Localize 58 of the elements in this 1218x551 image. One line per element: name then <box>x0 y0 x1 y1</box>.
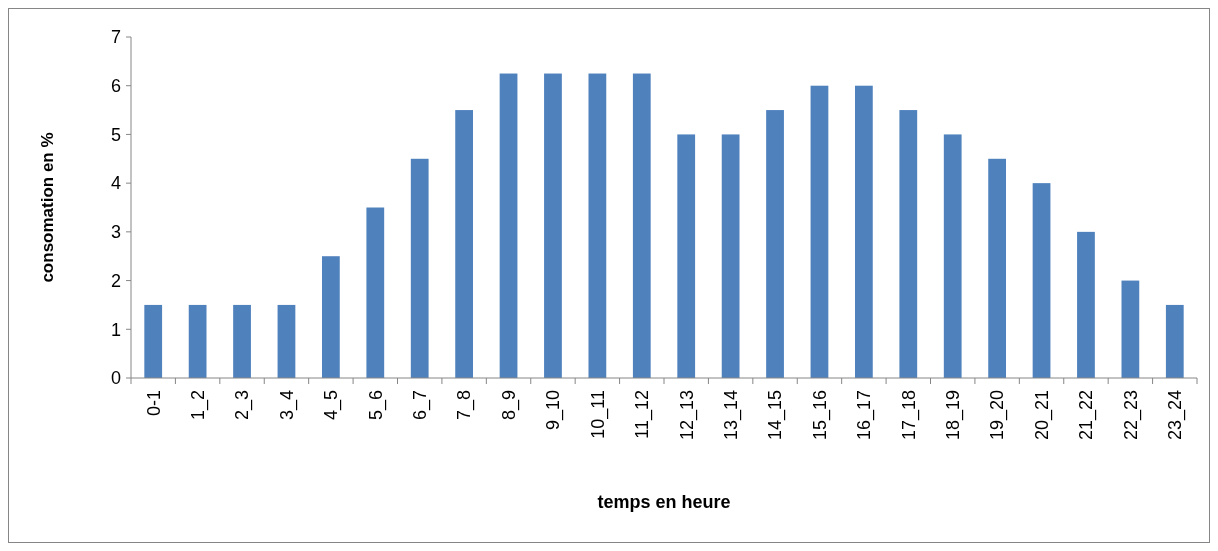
bar <box>721 134 740 378</box>
y-tick-label: 2 <box>110 270 121 291</box>
x-tick-label: 16_17 <box>854 390 876 441</box>
bar <box>766 110 784 378</box>
y-tick-label: 5 <box>110 124 121 145</box>
bar <box>632 73 651 378</box>
x-tick-label: 14_15 <box>765 390 787 441</box>
bar <box>1077 231 1095 378</box>
x-tick-label: 4_5 <box>321 390 343 421</box>
x-tick-label: 11_12 <box>632 390 654 439</box>
x-tick-label: 9_10 <box>543 390 565 431</box>
x-tick-label: 10_11 <box>587 390 609 439</box>
y-tick-label: 4 <box>110 173 121 194</box>
x-tick-label: 21_22 <box>1076 390 1098 441</box>
bar <box>899 110 918 378</box>
bar <box>144 304 163 378</box>
x-tick-label: 20_21 <box>1031 390 1053 441</box>
x-tick-label: 13_14 <box>720 390 742 441</box>
x-tick-label: 17_18 <box>898 390 920 441</box>
bar <box>410 158 429 378</box>
bar <box>810 85 829 378</box>
x-tick-label: 1_2 <box>187 390 209 421</box>
bar <box>943 134 962 378</box>
bar <box>277 304 296 378</box>
x-tick-label: 8_9 <box>498 390 520 421</box>
x-tick-label: 12_13 <box>676 390 698 441</box>
y-tick-label: 6 <box>110 76 121 97</box>
bar <box>455 110 474 378</box>
x-tick-label: 22_23 <box>1120 390 1142 441</box>
bar <box>988 158 1007 378</box>
x-axis-title: temps en heure <box>597 492 731 512</box>
bar <box>1165 304 1184 378</box>
y-axis-title: consomation en % <box>38 132 57 283</box>
x-tick-label: 7_8 <box>454 390 476 421</box>
y-tick-label: 7 <box>110 27 121 48</box>
y-tick-label: 3 <box>110 222 121 243</box>
x-tick-label: 0-1 <box>143 390 164 417</box>
bar <box>588 73 607 378</box>
x-tick-label: 15_16 <box>809 390 831 441</box>
x-tick-label: 18_19 <box>943 390 965 441</box>
bar <box>366 207 385 378</box>
bar <box>1032 183 1051 378</box>
bar <box>544 73 562 378</box>
y-tick-label: 0 <box>110 368 121 389</box>
x-tick-label: 2_3 <box>232 390 254 421</box>
bar <box>233 304 251 378</box>
x-tick-label: 5_6 <box>365 390 387 421</box>
y-tick-label: 1 <box>110 319 121 340</box>
bar <box>854 85 873 378</box>
x-tick-label: 3_4 <box>276 390 298 421</box>
bar <box>499 73 518 378</box>
bar <box>188 304 207 378</box>
bar <box>321 256 340 378</box>
x-tick-label: 6_7 <box>410 390 432 421</box>
x-tick-label: 23_24 <box>1165 390 1187 441</box>
bar <box>677 134 696 378</box>
bar <box>1121 280 1140 378</box>
x-tick-label: 19_20 <box>987 390 1009 441</box>
